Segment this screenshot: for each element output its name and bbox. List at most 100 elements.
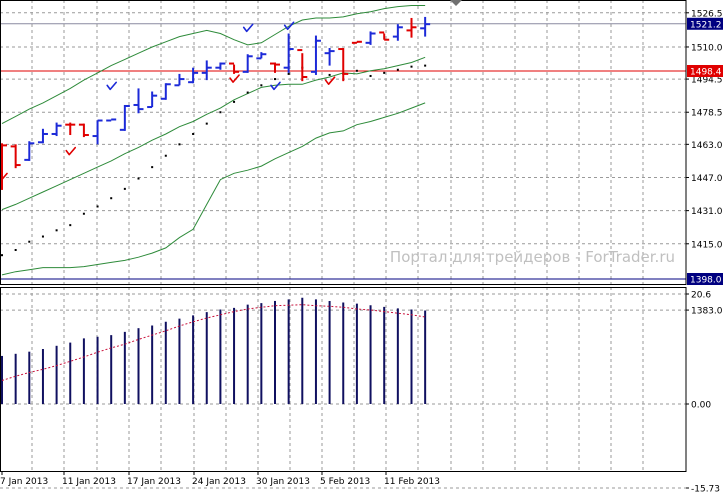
ohlc-bar [119,104,130,131]
ohlc-bar [324,48,335,66]
y-tick-label: 1510.0 [691,43,723,53]
sar-dot [55,229,58,232]
price-label-box [687,17,723,30]
sar-dot [233,100,236,103]
y-tick-label: 0.00 [691,401,711,411]
ohlc-bar [147,91,158,109]
sar-dot [110,197,113,200]
y-tick-label: 1383.0 [691,307,723,317]
ohlc-bar [215,62,226,70]
sar-dot [151,166,154,169]
ohlc-bar [365,31,376,45]
ohlc-bar [78,123,89,138]
price-label: 1498.4 [687,65,723,78]
signal-check-mark [229,74,240,83]
scroll-marker-icon [450,0,462,6]
envelope-middle-line [1,56,426,211]
sar-dot [192,132,195,135]
price-label-text: 1521.2 [690,20,722,30]
x-tick-label: 11 Jan 2013 [62,477,116,487]
ohlc-bar [351,40,362,44]
signal-check-mark [65,146,77,156]
x-tick-label: 5 Feb 2013 [320,477,370,487]
price-label: 1398.0 [687,273,723,286]
x-tick-label: 17 Jan 2013 [127,477,181,487]
ohlc-bar [10,144,21,169]
x-tick-label: 30 Jan 2013 [256,477,310,487]
watermark-text: Портал для трейдеров - ForTrader.ru [390,248,675,266]
sar-dot [96,205,99,208]
price-label-text: 1398.0 [690,276,722,286]
sar-dot [41,235,44,238]
sar-dot [424,64,427,67]
ohlc-bar [174,73,185,87]
signal-check-mark [324,76,336,85]
main-grid [0,0,686,311]
sar-dot [1,254,3,257]
ohlc-bar [51,122,62,137]
ohlc-bar [65,122,76,136]
ohlc-bar [297,49,308,82]
envelope-lower-line [1,102,426,276]
ohlc-bar [379,31,390,41]
ohlc-bar [92,119,103,145]
ohlc-bar [24,141,35,161]
sar-dot [69,224,72,227]
sar-dot [164,154,167,157]
ohlc-bar [201,60,212,81]
oscillator-chart [1,297,427,404]
x-tick-label: 7 Jan 2013 [0,477,48,487]
ohlc-bar [392,24,403,41]
sar-dot [246,91,249,94]
y-tick-label: 1478.5 [691,109,723,119]
sar-dot [205,122,208,125]
price-label-box [687,273,723,285]
ohlc-bar [406,17,417,38]
ohlc-bar [229,62,240,74]
main-panel-frame [0,0,687,285]
sar-dot [396,68,399,71]
y-tick-label: 1447.0 [691,174,723,184]
ohlc-bar [420,16,431,37]
y-tick-label: 1494.5 [691,76,723,86]
envelope-upper-line [1,5,426,125]
signal-check-mark [283,21,295,31]
ohlc-bar [0,143,7,190]
y-tick-label: -15.73 [691,484,720,492]
signal-check-mark [270,81,281,91]
sar-dot [355,69,358,72]
sar-dot [383,71,386,74]
x-tick-label: 24 Jan 2013 [192,477,246,487]
ohlc-bar [256,52,267,60]
price-chart [0,5,686,280]
ohlc-bar [310,35,321,75]
sar-dot [219,111,222,114]
sar-dot [28,240,31,243]
x-tick-label: 11 Feb 2013 [384,477,440,487]
sar-dot [410,65,413,68]
sar-dot [82,212,85,215]
oscillator-signal-line [1,304,426,381]
y-tick-label: 1526.5 [691,9,723,19]
ohlc-bar [160,83,171,100]
sar-dot [14,248,17,251]
sar-dot [328,73,331,76]
ohlc-bar [283,33,294,73]
ohlc-bar [338,48,349,82]
signal-check-mark [106,81,117,91]
y-tick-label: 1463.0 [691,141,723,151]
price-label: 1521.2 [687,17,723,30]
price-label-box [687,65,723,77]
ohlc-bar [106,118,117,122]
y-tick-label: 1431.0 [691,207,723,217]
ohlc-bar [270,62,280,73]
sar-dot [123,187,126,190]
sar-dot [137,177,140,180]
sar-dot [274,78,276,81]
y-tick-label: 1415.0 [691,240,723,250]
y-tick-label: 20.6 [691,291,711,301]
